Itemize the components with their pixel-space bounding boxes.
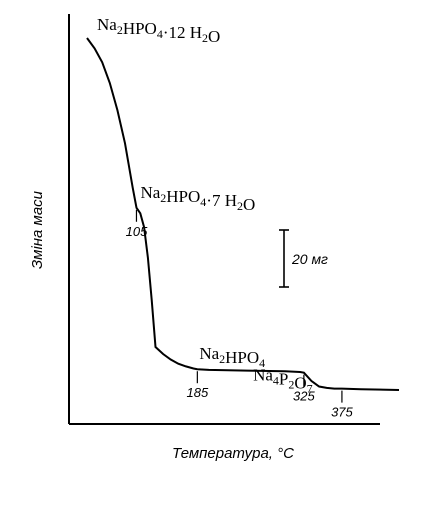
compound-label-1: Na2HPO4·12 H2O — [97, 15, 220, 46]
x-tick-label-375: 375 — [331, 405, 353, 420]
annotation-group: Na2HPO4·12 H2O Na2HPO4·7 H2O Na2HPO4Na4P2O… — [97, 15, 313, 396]
compound-label-4: Na4P2O7 — [253, 366, 313, 396]
x-tick-label-185: 185 — [186, 385, 208, 400]
x-tick-label-325: 325 — [293, 389, 315, 404]
x-tick-label-105: 105 — [126, 224, 148, 239]
scale-bar-label: 20 мг — [291, 251, 328, 267]
compound-label-3: Na2HPO4 — [199, 344, 265, 370]
mass-loss-curve — [86, 37, 400, 391]
compound-label-2: Na2HPO4·7 H2O — [140, 183, 255, 214]
x-axis-label: Температура, °C — [172, 445, 294, 462]
x-tick-group: 105 185 325 375 — [126, 209, 354, 420]
y-axis-label: Зміна маси — [29, 190, 46, 269]
scale-bar: 20 мг — [279, 229, 328, 288]
